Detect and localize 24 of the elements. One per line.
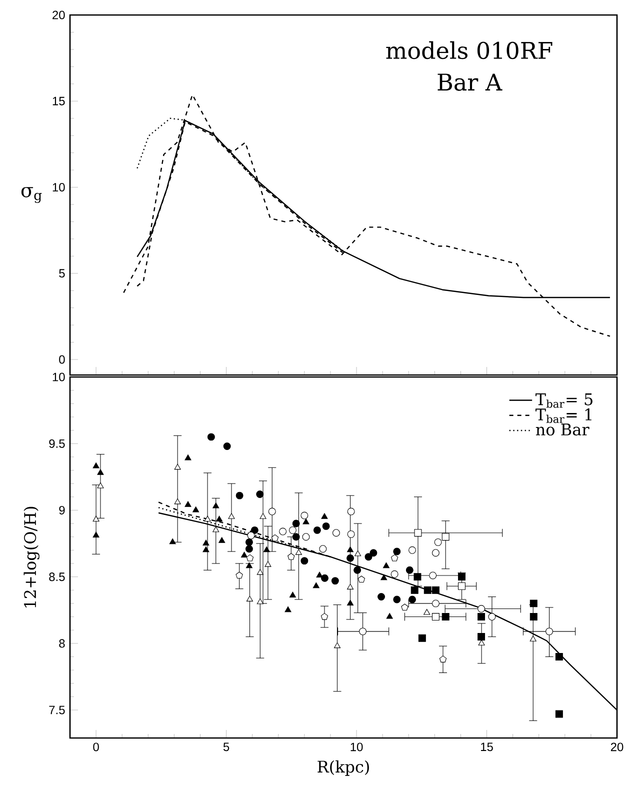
x-axis-title: R(kpc)	[318, 760, 369, 776]
y-axis-title: σ$_{g}$	[21, 187, 42, 203]
x-tick-label: 20	[610, 742, 624, 752]
y-tick-label: 15	[52, 96, 65, 106]
legend-label: no Bar	[536, 424, 590, 436]
y-tick-label: 5	[59, 269, 65, 278]
x-tick-label: 5	[223, 742, 230, 752]
legend-label: T$_{bar}$= 5	[535, 393, 592, 408]
x-tick-label: 15	[480, 742, 493, 752]
y-tick-label: 9.5	[49, 439, 65, 448]
annotation: Bar A	[438, 74, 502, 91]
y-tick-label: 10	[52, 182, 65, 192]
y-tick-label: 20	[52, 10, 65, 20]
legend-label: T$_{bar}$= 1	[535, 408, 592, 424]
x-tick-label: 10	[350, 742, 363, 752]
y-tick-label: 10	[52, 372, 65, 382]
annotation: models 010RF	[386, 41, 552, 60]
x-tick-label: 0	[93, 742, 99, 752]
y-tick-label: 0	[59, 355, 65, 364]
y-tick-label: 8	[59, 639, 65, 648]
y-tick-label: 7.5	[49, 706, 65, 714]
y-axis-title: 12+log(O/H)	[24, 506, 40, 608]
y-tick-label: 9	[59, 506, 65, 514]
y-tick-label: 8.5	[49, 572, 65, 582]
